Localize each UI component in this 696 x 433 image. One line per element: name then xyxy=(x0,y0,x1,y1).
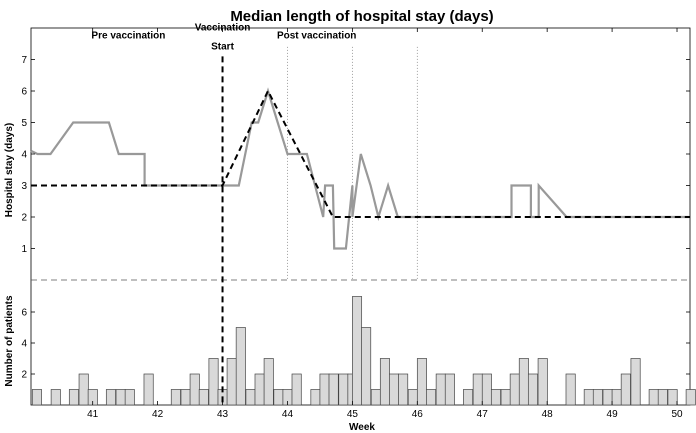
patient-bar xyxy=(527,373,538,406)
patient-bar xyxy=(115,389,126,406)
patient-bar xyxy=(352,296,363,406)
patient-bar xyxy=(648,389,659,406)
y-axis-label-hospital-stay: Hospital stay (days) xyxy=(4,123,15,217)
patient-bar xyxy=(592,389,603,406)
y-axis-label-patients: Number of patients xyxy=(4,295,15,387)
median-stay-line xyxy=(30,87,690,250)
y-tick-label: 6 xyxy=(21,308,27,319)
y-tick-label: 4 xyxy=(21,339,27,350)
x-tick-label: 50 xyxy=(671,409,683,420)
patient-bar xyxy=(602,389,613,406)
x-tick-label: 45 xyxy=(347,409,359,420)
chart-title: Median length of hospital stay (days) xyxy=(230,8,493,25)
x-tick-label: 47 xyxy=(477,409,489,420)
patient-bar xyxy=(685,389,696,406)
patient-bar xyxy=(105,389,116,406)
patient-bar xyxy=(667,389,678,406)
patient-bar xyxy=(319,373,330,406)
patient-bar xyxy=(537,358,548,406)
patient-bar xyxy=(407,389,418,406)
patient-bar xyxy=(509,373,520,406)
patient-bar xyxy=(416,358,427,406)
patient-bar xyxy=(189,373,200,406)
y-tick-label: 1 xyxy=(21,244,27,255)
y-tick-label: 2 xyxy=(21,370,27,381)
patient-bar xyxy=(500,389,511,406)
x-tick-label: 46 xyxy=(412,409,424,420)
patient-bar xyxy=(180,389,191,406)
y-tick-label: 6 xyxy=(21,87,27,98)
x-tick-label: 41 xyxy=(87,409,99,420)
patient-bar xyxy=(143,373,154,406)
x-tick-label: 44 xyxy=(282,409,294,420)
patient-bar xyxy=(273,389,284,406)
patient-bar xyxy=(565,373,576,406)
y-tick-label: 2 xyxy=(21,213,27,224)
patient-bar xyxy=(208,358,219,406)
annotation-label: Vaccination xyxy=(195,22,251,33)
patient-bar xyxy=(328,373,339,406)
y-tick-label: 7 xyxy=(21,55,27,66)
patient-bar xyxy=(291,373,302,406)
patient-bar xyxy=(170,389,181,406)
patient-bar xyxy=(361,327,372,406)
patient-bar xyxy=(398,373,409,406)
patient-bar xyxy=(611,389,622,406)
patient-bar xyxy=(68,389,79,406)
patient-bar xyxy=(245,389,256,406)
y-tick-label: 5 xyxy=(21,118,27,129)
patient-bar xyxy=(481,373,492,406)
patient-bar xyxy=(50,389,61,406)
patient-bar xyxy=(426,389,437,406)
patient-bar xyxy=(379,358,390,406)
x-tick-label: 48 xyxy=(542,409,554,420)
annotation-label: Post vaccination xyxy=(277,30,356,41)
patient-bar xyxy=(198,389,209,406)
patient-bar xyxy=(630,358,641,406)
y-tick-label: 3 xyxy=(21,181,27,192)
patient-bar xyxy=(490,389,501,406)
patient-bar xyxy=(254,373,265,406)
patient-bar xyxy=(78,373,89,406)
patient-bar xyxy=(226,358,237,406)
patient-bar xyxy=(263,358,274,406)
y-tick-label: 4 xyxy=(21,150,27,161)
patient-bar xyxy=(124,389,135,406)
x-axis-label: Week xyxy=(349,422,375,433)
patient-bar xyxy=(518,358,529,406)
x-tick-label: 42 xyxy=(152,409,164,420)
patient-bar xyxy=(310,389,321,406)
patient-bar xyxy=(31,389,42,406)
annotation-label: Pre vaccination xyxy=(91,30,165,41)
patient-bar xyxy=(338,373,349,406)
patient-bar xyxy=(389,373,400,406)
patient-bar xyxy=(444,373,455,406)
annotation-label: Start xyxy=(211,41,234,52)
x-tick-label: 43 xyxy=(217,409,229,420)
patient-bar xyxy=(235,327,246,406)
patient-bar xyxy=(472,373,483,406)
x-tick-label: 49 xyxy=(607,409,619,420)
patient-bar xyxy=(620,373,631,406)
patient-bar xyxy=(435,373,446,406)
patient-bar xyxy=(583,389,594,406)
patient-bar xyxy=(657,389,668,406)
patient-bar xyxy=(463,389,474,406)
patient-bar xyxy=(370,389,381,406)
